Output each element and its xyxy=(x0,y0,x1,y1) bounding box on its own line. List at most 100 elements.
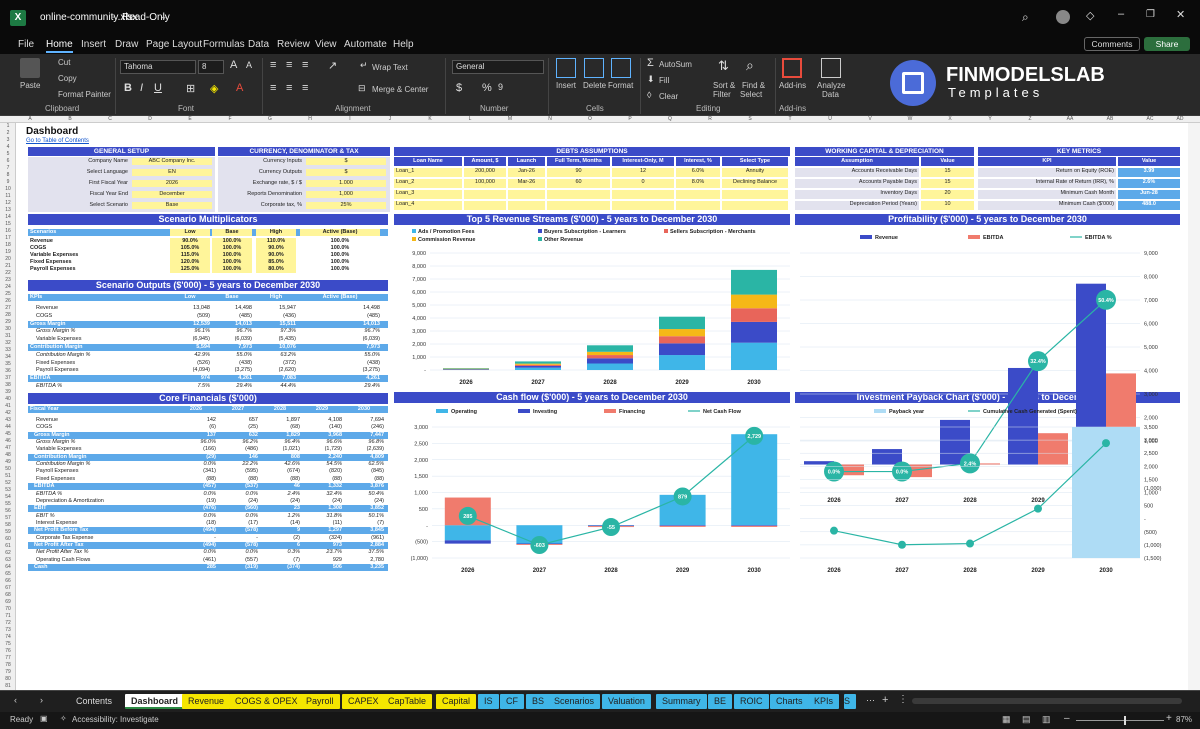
debt-cell[interactable]: 8.0% xyxy=(676,179,720,188)
debt-cell[interactable]: Loan_4 xyxy=(394,201,462,210)
column-header[interactable]: S xyxy=(748,116,752,122)
row-header[interactable]: 30 xyxy=(5,326,11,332)
row-header[interactable]: 47 xyxy=(5,445,11,451)
add-sheet-icon[interactable]: + xyxy=(882,694,889,706)
row-header[interactable]: 61 xyxy=(5,543,11,549)
row-header[interactable]: 73 xyxy=(5,627,11,633)
row-header[interactable]: 21 xyxy=(5,263,11,269)
sheet-tab[interactable]: Dashboard xyxy=(125,694,185,709)
font-name-select[interactable]: Tahoma xyxy=(120,60,196,74)
italic-icon[interactable]: I xyxy=(140,82,144,94)
addins-button[interactable]: Add-ins xyxy=(779,81,807,90)
toc-link[interactable]: Go to Table of Contents xyxy=(26,138,89,144)
debt-cell[interactable] xyxy=(612,190,674,199)
sheet-tab[interactable]: Capital xyxy=(436,694,477,709)
column-header[interactable]: H xyxy=(308,116,312,122)
percent-icon[interactable]: % xyxy=(482,82,492,94)
column-header[interactable]: T xyxy=(788,116,792,122)
setup-value[interactable]: 2026 xyxy=(132,180,212,187)
row-header[interactable]: 11 xyxy=(5,193,11,199)
column-header[interactable]: G xyxy=(268,116,272,122)
row-header[interactable]: 70 xyxy=(5,606,11,612)
row-header[interactable]: 42 xyxy=(5,410,11,416)
sort-filter-icon[interactable]: ⇅ xyxy=(718,58,729,73)
debt-cell[interactable] xyxy=(676,201,720,210)
debt-cell[interactable] xyxy=(676,190,720,199)
macro-record-icon[interactable]: ▣ xyxy=(40,714,48,723)
row-header[interactable]: 59 xyxy=(5,529,11,535)
sheet-tab[interactable]: CapTable xyxy=(382,694,433,709)
row-header[interactable]: 67 xyxy=(5,585,11,591)
wc-value[interactable]: 15 xyxy=(921,179,974,188)
column-header[interactable]: W xyxy=(907,116,913,122)
row-header[interactable]: 50 xyxy=(5,466,11,472)
column-header[interactable]: P xyxy=(628,116,632,122)
row-header[interactable]: 4 xyxy=(6,144,10,150)
underline-icon[interactable]: U xyxy=(154,82,162,94)
menu-page-layout[interactable]: Page Layout xyxy=(146,39,203,50)
clear-button[interactable]: Clear xyxy=(659,92,679,101)
menu-formulas[interactable]: Formulas xyxy=(203,39,245,50)
debt-cell[interactable]: 100,000 xyxy=(464,179,506,188)
row-header[interactable]: 34 xyxy=(5,354,11,360)
number-format-select[interactable]: General xyxy=(452,60,544,74)
row-header[interactable]: 44 xyxy=(5,424,11,430)
debt-cell[interactable]: Declining Balance xyxy=(722,179,788,188)
row-header[interactable]: 43 xyxy=(5,417,11,423)
column-header[interactable]: AA xyxy=(1066,116,1074,122)
row-header[interactable]: 32 xyxy=(5,340,11,346)
wc-value[interactable]: 15 xyxy=(921,168,974,177)
row-header[interactable]: 80 xyxy=(5,676,11,682)
debt-cell[interactable]: Loan_1 xyxy=(394,168,462,177)
column-header[interactable]: Q xyxy=(668,116,672,122)
sheet-tab[interactable]: Revenue xyxy=(182,694,231,709)
debt-cell[interactable]: 12 xyxy=(612,168,674,177)
setup-value[interactable]: EN xyxy=(132,169,212,176)
column-header[interactable]: N xyxy=(548,116,552,122)
align-bottom-icon[interactable]: ≡ xyxy=(302,59,309,71)
row-header[interactable]: 20 xyxy=(5,256,11,262)
find-select-button[interactable]: Find & xyxy=(742,81,766,90)
wc-value[interactable]: 10 xyxy=(921,201,974,210)
sheet-tab[interactable]: Valuation xyxy=(602,694,651,709)
decrease-font-icon[interactable]: A xyxy=(246,60,253,70)
column-header[interactable]: L xyxy=(468,116,472,122)
row-header[interactable]: 22 xyxy=(5,270,11,276)
bold-icon[interactable]: B xyxy=(124,82,132,94)
column-header[interactable]: AD xyxy=(1176,116,1184,122)
sheet-tab[interactable]: CF xyxy=(500,694,524,709)
accessibility-icon[interactable]: ✧ xyxy=(60,714,67,723)
debt-cell[interactable]: 0 xyxy=(612,179,674,188)
column-header[interactable]: AB xyxy=(1106,116,1114,122)
sheet-tab[interactable]: KPIs xyxy=(808,694,840,709)
fill-button[interactable]: Fill xyxy=(659,76,670,85)
row-header[interactable]: 12 xyxy=(5,200,11,206)
row-header[interactable]: 76 xyxy=(5,648,11,654)
row-header[interactable]: 49 xyxy=(5,459,11,465)
column-header[interactable]: Z xyxy=(1028,116,1032,122)
row-header[interactable]: 56 xyxy=(5,508,11,514)
row-header[interactable]: 9 xyxy=(6,179,10,185)
zoom-level[interactable]: 87% xyxy=(1176,715,1193,724)
analyze-data-button[interactable]: Analyze xyxy=(817,81,846,90)
row-header[interactable]: 64 xyxy=(5,564,11,570)
debt-cell[interactable]: Jan-26 xyxy=(508,168,545,177)
addins-icon[interactable] xyxy=(782,58,802,78)
row-header[interactable]: 81 xyxy=(5,683,11,689)
row-header[interactable]: 74 xyxy=(5,634,11,640)
debt-cell[interactable]: 90 xyxy=(547,168,610,177)
row-header[interactable]: 8 xyxy=(6,172,10,178)
horizontal-scrollbar[interactable] xyxy=(912,698,1182,704)
debt-cell[interactable]: 60 xyxy=(547,179,610,188)
row-header[interactable]: 58 xyxy=(5,522,11,528)
paste-icon[interactable] xyxy=(20,58,40,78)
debt-cell[interactable]: Loan_3 xyxy=(394,190,462,199)
sheet-tab[interactable]: ROIC xyxy=(734,694,769,709)
debt-cell[interactable] xyxy=(464,190,506,199)
row-header[interactable]: 54 xyxy=(5,494,11,500)
row-header[interactable]: 1 xyxy=(6,123,10,129)
column-header[interactable]: K xyxy=(428,116,432,122)
setup-value[interactable]: December xyxy=(132,191,212,198)
format-cells-button[interactable]: Format xyxy=(608,81,634,90)
